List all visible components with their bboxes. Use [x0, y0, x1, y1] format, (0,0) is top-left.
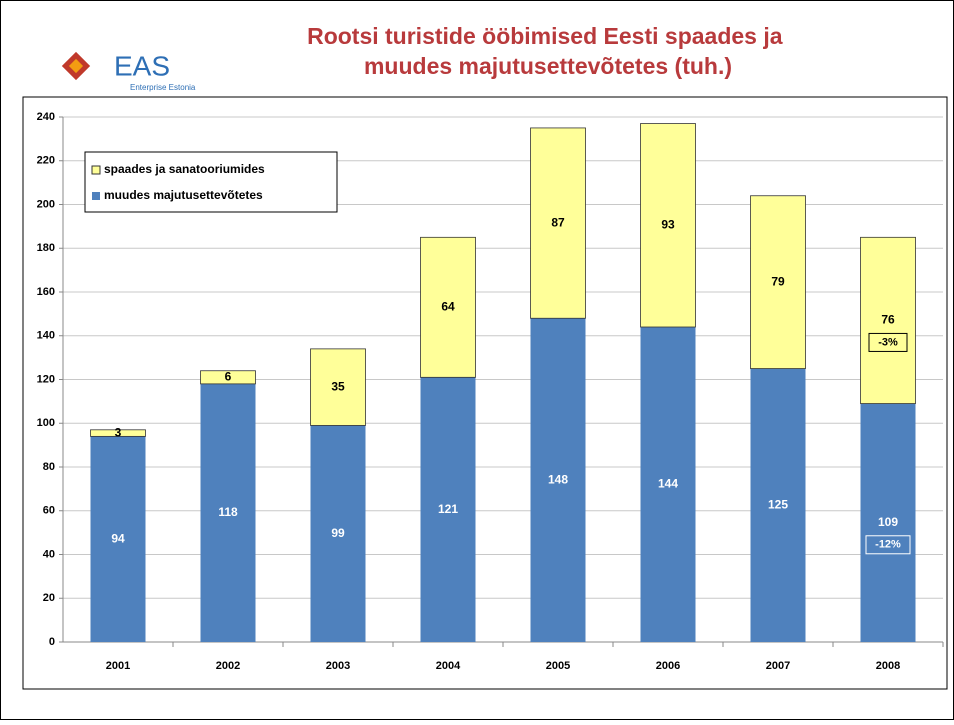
- logo-name: EAS: [114, 50, 170, 81]
- data-label: 109: [878, 515, 898, 529]
- bar-segment: [310, 348, 366, 426]
- data-label: 87: [551, 215, 565, 229]
- bar-segment: [200, 370, 256, 385]
- title-line: muudes majutusettevõtetes (tuh.): [364, 53, 732, 79]
- legend: [84, 151, 338, 213]
- y-tick-label: 100: [37, 417, 55, 429]
- plot: 0 20 40 60 80 100 120 140 160 180 200 220 240 2001 94 3…: [37, 111, 944, 672]
- y-tick-label: 180: [37, 242, 55, 254]
- x-tick-label: 2002: [216, 660, 240, 672]
- x-tick-label: 2007: [766, 660, 790, 672]
- data-label: 76: [881, 313, 895, 327]
- data-label: 118: [218, 505, 238, 519]
- x-tick-label: 2008: [876, 660, 900, 672]
- x-tick-label: 2006: [656, 660, 680, 672]
- logo-subtitle: Enterprise Estonia: [130, 83, 196, 92]
- data-label: 79: [771, 274, 785, 288]
- bar-segment: [90, 436, 146, 642]
- legend-label: muudes majutusettevõtetes: [104, 188, 263, 202]
- data-label: 99: [331, 526, 345, 540]
- y-tick-label: 140: [37, 330, 55, 342]
- y-tick-label: 20: [43, 592, 55, 604]
- annotation-box: [868, 332, 908, 352]
- x-tick-label: 2004: [436, 660, 461, 672]
- bar-segment: [750, 368, 806, 642]
- data-label: 144: [658, 477, 678, 491]
- bar-segment: [640, 123, 696, 328]
- chart-title: Rootsi turistide ööbimised Eesti spaades…: [307, 23, 789, 79]
- y-tick-label: 240: [37, 111, 55, 123]
- y-tick-label: 200: [37, 198, 55, 210]
- x-tick-label: 2003: [326, 660, 350, 672]
- data-label: 148: [548, 472, 568, 486]
- y-tick-label: 0: [49, 636, 55, 648]
- data-label: 35: [331, 379, 345, 393]
- annotation-box: [865, 535, 911, 555]
- bar-segment: [420, 377, 476, 642]
- legend-swatch: [92, 192, 100, 200]
- data-label: 94: [111, 531, 125, 545]
- bar-segment: [530, 127, 586, 319]
- y-tick-label: 80: [43, 461, 55, 473]
- data-label: 3: [115, 425, 122, 439]
- legend-label: spaades ja sanatooriumides: [104, 162, 265, 176]
- title-line: Rootsi turistide ööbimised Eesti spaades…: [307, 23, 783, 49]
- annotation: -12%: [875, 539, 901, 551]
- data-label: 125: [768, 497, 788, 511]
- bar-segment: [640, 327, 696, 642]
- bar-segment: [90, 429, 146, 437]
- x-tick-label: 2001: [106, 660, 130, 672]
- y-tick-label: 60: [43, 505, 55, 517]
- annotation: -3%: [878, 336, 898, 348]
- data-label: 93: [661, 217, 675, 231]
- y-tick-label: 40: [43, 548, 55, 560]
- logo-icon: [61, 51, 91, 81]
- data-label: 64: [441, 299, 455, 313]
- y-tick-label: 160: [37, 286, 55, 298]
- bar-segment: [860, 403, 916, 642]
- bar-segment: [860, 236, 916, 404]
- bar-segment: [530, 318, 586, 642]
- bar-segment: [750, 195, 806, 369]
- x-tick-label: 2005: [546, 660, 570, 672]
- bar-segment: [200, 383, 256, 642]
- bar-segment: [420, 236, 476, 378]
- data-label: 6: [225, 369, 232, 383]
- bar-segment: [310, 425, 366, 642]
- chart-border: [22, 96, 948, 690]
- y-tick-label: 120: [37, 373, 55, 385]
- y-tick-label: 220: [37, 155, 55, 167]
- legend-swatch: [91, 165, 101, 175]
- data-label: 121: [438, 502, 458, 516]
